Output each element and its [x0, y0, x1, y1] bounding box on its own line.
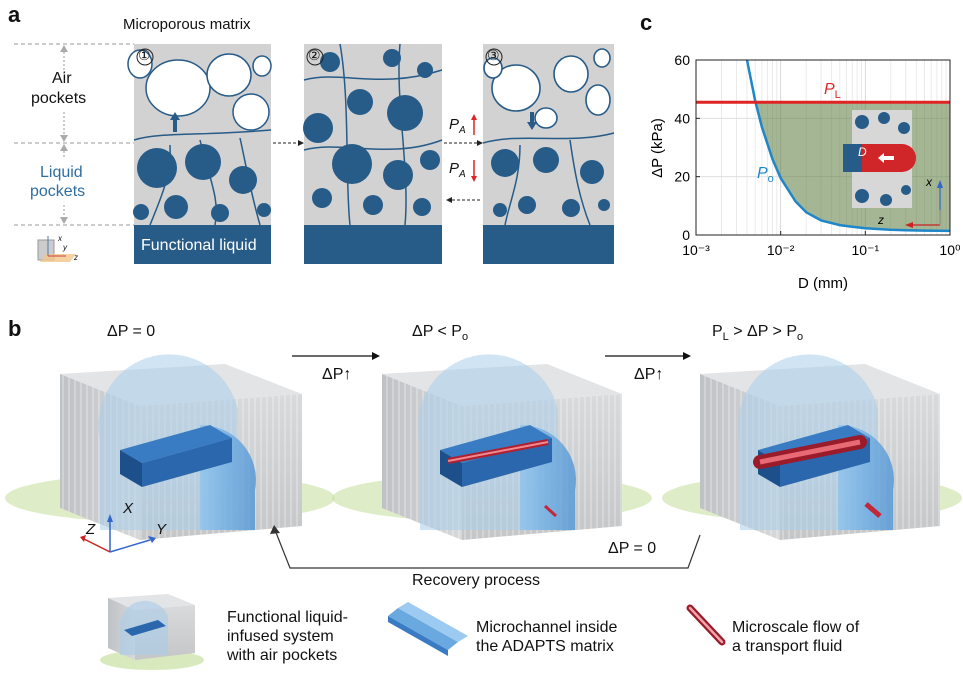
- panel-b-diagram: [5, 352, 962, 670]
- arrow-label-dp-1: ΔP↑: [322, 366, 352, 383]
- y-axis-label: ΔP (kPa): [649, 118, 666, 178]
- x-tick-label: 10⁻³: [682, 242, 710, 258]
- plot-frame: [695, 59, 951, 236]
- air-label-2: pockets: [31, 90, 87, 107]
- panel-label-c: c: [640, 10, 653, 35]
- air-label-1: Air: [52, 70, 72, 87]
- step-marker-3: ③: [487, 47, 500, 63]
- panel-a-title: Microporous matrix: [123, 16, 251, 33]
- legend-icon-flow: [686, 604, 726, 646]
- axis-x-label: X: [123, 500, 134, 517]
- functional-liquid-label: Functional liquid: [141, 237, 257, 254]
- chart-delta-p-vs-d: 0 20 40 60 10⁻³ 10⁻² 10⁻¹ 10⁰ D x z PL Po D (mm…: [649, 52, 960, 292]
- y-tick-label: 0: [682, 227, 690, 243]
- legend-icon-microchannel: [388, 602, 468, 656]
- legend-text-flow: Microscale flow of a transport fluid: [732, 619, 860, 655]
- recovery-dp-label: ΔP = 0: [608, 540, 657, 557]
- y-tick-label: 60: [674, 52, 690, 68]
- x-axis-label: D (mm): [798, 275, 848, 292]
- pa-label-down: PA: [449, 160, 466, 180]
- inset-z-label: z: [877, 213, 884, 227]
- pa-label-up: PA: [449, 116, 466, 136]
- axis-y-label: Y: [156, 521, 167, 538]
- panel-a-diagram: [14, 43, 615, 264]
- state-1-label: ΔP = 0: [107, 323, 156, 340]
- x-tick-label: 10⁻¹: [852, 242, 880, 258]
- axis-letter-z: z: [74, 253, 78, 262]
- axis-z-label: Z: [86, 521, 96, 538]
- legend-text-microchannel: Microchannel inside the ADAPTS matrix: [476, 619, 618, 655]
- liquid-label-1: Liquid: [40, 164, 83, 181]
- legend-icon-system: [100, 594, 204, 670]
- cube-state-2: [332, 354, 652, 540]
- cube-state-3: [662, 354, 962, 540]
- inset-schematic: [843, 110, 943, 228]
- legend-text-system: Functional liquid-infused system with air…: [227, 609, 348, 664]
- state-2-label: ΔP < Po: [412, 323, 469, 344]
- arrow-label-dp-2: ΔP↑: [634, 366, 664, 383]
- y-tick-label: 20: [674, 169, 690, 185]
- series-label-pl: PL: [824, 81, 841, 101]
- state-3-label: PL > ΔP > Po: [712, 323, 804, 344]
- series-label-po: Po: [757, 165, 774, 185]
- axis-letter-x: x: [58, 234, 62, 243]
- cube-state-1: [5, 354, 335, 553]
- recovery-process-label: Recovery process: [412, 572, 541, 589]
- panel-label-a: a: [8, 2, 21, 27]
- matrix-block-3: [482, 44, 615, 264]
- guide-lines: [14, 43, 134, 226]
- panel-label-b: b: [8, 316, 22, 341]
- step-marker-1: ①: [138, 47, 151, 63]
- step-marker-2: ②: [308, 47, 321, 63]
- axis-cube-icon: [37, 236, 76, 262]
- inset-x-label: x: [925, 175, 933, 189]
- x-tick-label: 10⁻²: [767, 242, 795, 258]
- liquid-label-2: pockets: [30, 183, 86, 200]
- matrix-block-1: [127, 44, 272, 264]
- curve-p-o: [745, 60, 950, 233]
- x-tick-label: 10⁰: [939, 242, 960, 258]
- axis-letter-y: y: [63, 243, 67, 252]
- y-tick-label: 40: [674, 110, 690, 126]
- inset-d-label: D: [858, 145, 867, 159]
- matrix-block-2: [303, 43, 443, 264]
